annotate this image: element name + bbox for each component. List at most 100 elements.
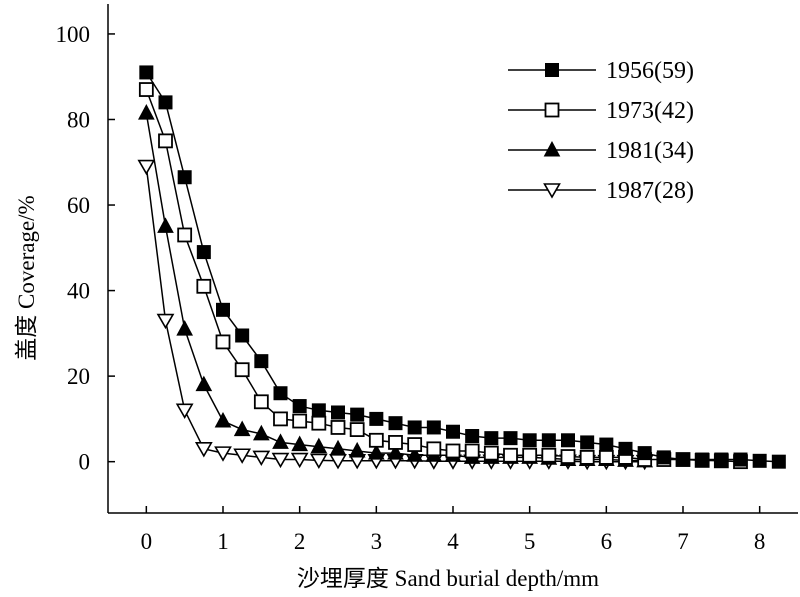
data-point (196, 278, 212, 294)
data-point (331, 405, 345, 420)
legend-item: 1956(59) (508, 58, 694, 84)
data-point (771, 454, 786, 469)
data-point (406, 446, 424, 462)
data-point (560, 449, 576, 464)
y-tick-label: 80 (67, 107, 90, 132)
x-tick-label: 0 (141, 529, 153, 554)
x-tick-label: 2 (294, 529, 306, 554)
data-point (292, 413, 308, 429)
data-point (464, 443, 480, 459)
legend-marker (545, 63, 559, 77)
data-point (637, 446, 652, 461)
y-tick-label: 100 (56, 22, 91, 47)
data-point (195, 375, 213, 392)
x-tick-label: 5 (524, 529, 536, 554)
x-tick-label: 6 (601, 529, 613, 554)
data-point (580, 435, 595, 450)
data-point (233, 448, 252, 464)
legend-label: 1956(59) (606, 58, 694, 84)
data-point (291, 435, 309, 452)
data-point (446, 424, 460, 439)
data-point (177, 170, 192, 185)
data-point (426, 420, 441, 435)
data-point (541, 433, 556, 448)
data-point (350, 407, 365, 422)
data-point (156, 313, 175, 330)
series-0 (139, 65, 786, 469)
series-line (145, 71, 779, 463)
data-point (177, 227, 193, 243)
data-point (369, 411, 384, 426)
data-point (367, 444, 385, 460)
data-point (157, 217, 174, 233)
x-tick-label: 7 (677, 529, 689, 554)
data-point (579, 449, 595, 465)
data-point (254, 354, 269, 369)
data-point (387, 444, 404, 460)
axes: 0 20 40 60 80 100 0 1 2 3 4 5 6 7 8 (56, 4, 798, 554)
data-point (676, 452, 690, 467)
y-tick-label: 60 (67, 193, 90, 218)
legend-item: 1973(42) (508, 98, 694, 124)
data-point (388, 416, 403, 431)
data-point (503, 447, 518, 463)
data-point (138, 82, 154, 97)
data-point (348, 441, 366, 458)
legend: 1956(59) 1973(42) 1981(34) 1987(28) (508, 58, 694, 204)
data-point (733, 452, 748, 467)
data-point (137, 104, 155, 120)
legend-label: 1973(42) (606, 98, 694, 124)
legend-marker (543, 140, 561, 157)
data-point (215, 334, 231, 350)
data-point (292, 399, 307, 414)
data-point (388, 435, 403, 450)
data-point (329, 439, 347, 456)
x-tick-label: 8 (754, 529, 766, 554)
data-point (407, 437, 423, 452)
data-point (484, 431, 499, 446)
data-point (483, 445, 499, 461)
x-tick-label: 4 (447, 529, 459, 554)
data-point (445, 443, 461, 459)
data-point (561, 433, 575, 448)
data-point (311, 403, 326, 418)
data-point (407, 420, 422, 435)
y-tick-label: 0 (79, 450, 91, 475)
data-point (272, 433, 289, 449)
data-point (290, 452, 309, 469)
series-line (145, 112, 645, 462)
data-point (252, 450, 271, 466)
data-point (752, 453, 767, 468)
legend-label: 1981(34) (606, 138, 694, 164)
data-point (368, 432, 384, 448)
data-point (618, 441, 633, 456)
legend-marker (543, 183, 561, 199)
legend-item: 1981(34) (508, 138, 694, 164)
data-point (196, 245, 211, 260)
data-point (233, 420, 251, 437)
data-point (656, 450, 671, 465)
data-point (599, 437, 614, 452)
data-point (522, 433, 537, 448)
data-point (426, 441, 442, 457)
data-point (214, 411, 232, 428)
data-point (465, 429, 480, 444)
data-point (234, 362, 250, 378)
data-point (541, 447, 557, 463)
data-point (139, 65, 154, 80)
data-point (271, 452, 290, 469)
legend-label: 1987(28) (606, 178, 694, 204)
data-point (253, 394, 269, 410)
data-point (598, 449, 614, 465)
data-point (214, 446, 232, 462)
data-point (158, 133, 173, 149)
legend-item: 1987(28) (508, 178, 694, 204)
data-point (252, 424, 270, 441)
data-point (309, 453, 328, 469)
data-point (503, 431, 518, 446)
data-point (175, 403, 194, 419)
data-point (349, 422, 365, 437)
data-point (695, 452, 710, 467)
legend-marker (544, 102, 560, 118)
